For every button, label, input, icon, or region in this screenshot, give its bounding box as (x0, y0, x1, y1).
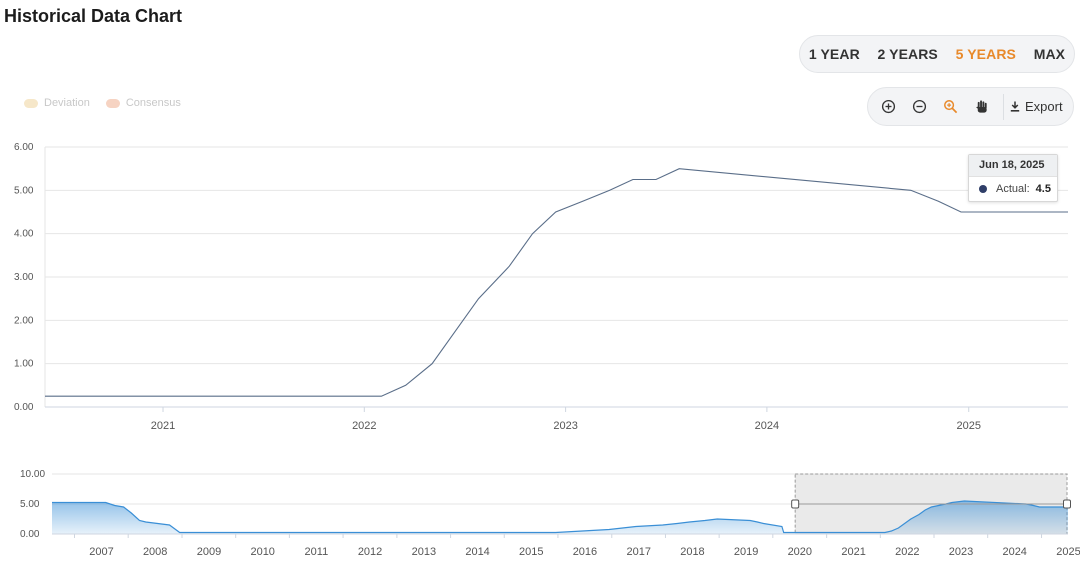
series-line-actual (45, 168, 1068, 397)
navigator-x-tick-label: 2020 (788, 546, 812, 558)
x-tick-label: 2025 (956, 420, 980, 432)
legend-item-consensus[interactable]: Consensus (105, 97, 181, 109)
navigator-x-tick-label: 2015 (519, 546, 543, 558)
navigator-handle-right[interactable] (1063, 499, 1071, 509)
x-tick-label: 2023 (553, 420, 577, 432)
export-button[interactable]: Export (1010, 99, 1063, 114)
navigator-x-tick-label: 2024 (1002, 546, 1026, 558)
navigator-x-tick-label: 2014 (465, 546, 489, 558)
toolbar-divider (1003, 93, 1004, 120)
navigator-handle-left[interactable] (791, 499, 800, 509)
export-label: Export (1025, 99, 1063, 114)
legend-label-consensus: Consensus (125, 97, 181, 109)
tooltip-series-dot (979, 185, 987, 193)
tooltip-value: 4.5 (1035, 183, 1051, 195)
chart-toolbar: Export (867, 87, 1074, 126)
x-tick-label: 2022 (352, 420, 376, 432)
navigator-x-tick-label: 2023 (949, 546, 973, 558)
navigator-x-tick-label: 2025 (1056, 546, 1080, 558)
range-max-button[interactable]: MAX (1033, 46, 1066, 62)
range-2-years-button[interactable]: 2 YEARS (877, 46, 938, 62)
navigator-x-tick-label: 2021 (841, 546, 865, 558)
range-5-years-button[interactable]: 5 YEARS (955, 46, 1016, 62)
legend-item-deviation[interactable]: Deviation (24, 97, 90, 109)
legend-swatch-deviation (24, 98, 38, 108)
x-tick-label: 2021 (151, 420, 175, 432)
navigator-x-tick-label: 2008 (143, 546, 167, 558)
download-icon (1010, 101, 1020, 112)
tooltip-date: Jun 18, 2025 (969, 155, 1057, 177)
navigator-x-tick-label: 2013 (412, 546, 436, 558)
data-tooltip: Jun 18, 2025 Actual: 4.5 (968, 154, 1058, 202)
navigator-x-tick-label: 2018 (680, 546, 704, 558)
range-selector: 1 YEAR 2 YEARS 5 YEARS MAX (799, 35, 1075, 73)
main-chart[interactable]: 0.00 1.00 2.00 3.00 4.00 5.00 6.00 2021 2022 202… (0, 130, 1080, 435)
legend-label-deviation: Deviation (44, 97, 90, 109)
zoom-in-button[interactable] (873, 92, 904, 122)
navigator-x-tick-label: 2012 (358, 546, 382, 558)
navigator-y-tick-label: 10.00 (20, 469, 45, 480)
zoom-in-icon (881, 99, 896, 114)
y-tick-label: 6.00 (14, 142, 34, 153)
hand-icon (976, 100, 987, 113)
page-title: Historical Data Chart (4, 6, 183, 26)
x-tick-label: 2024 (755, 420, 779, 432)
y-tick-label: 4.00 (14, 229, 34, 240)
y-tick-label: 1.00 (14, 359, 34, 370)
y-tick-label: 2.00 (14, 315, 34, 326)
navigator-y-tick-label: 5.00 (20, 499, 40, 510)
chart-legend: Deviation Consensus (24, 97, 181, 109)
navigator-x-tick-label: 2007 (89, 546, 113, 558)
navigator-chart[interactable]: 0.00 5.00 10.00 2007 2008 2009 2010 2011 2012 20… (0, 455, 1080, 567)
zoom-select-button[interactable] (935, 92, 966, 122)
navigator-x-tick-label: 2019 (734, 546, 758, 558)
y-tick-label: 3.00 (14, 272, 34, 283)
range-1-year-button[interactable]: 1 YEAR (808, 46, 860, 62)
navigator-x-tick-label: 2017 (627, 546, 651, 558)
legend-swatch-consensus (105, 98, 120, 108)
navigator-x-tick-label: 2010 (250, 546, 274, 558)
navigator-x-tick-label: 2016 (573, 546, 597, 558)
pan-button[interactable] (966, 92, 997, 122)
magnify-icon (944, 100, 958, 114)
zoom-out-icon (912, 99, 927, 114)
tooltip-label: Actual: (996, 183, 1030, 195)
y-tick-label: 5.00 (14, 185, 34, 196)
navigator-x-tick-label: 2011 (305, 546, 329, 558)
navigator-y-tick-label: 0.00 (20, 529, 40, 540)
navigator-x-tick-label: 2022 (895, 546, 919, 558)
navigator-x-tick-label: 2009 (197, 546, 221, 558)
y-tick-label: 0.00 (14, 402, 34, 413)
zoom-out-button[interactable] (904, 92, 935, 122)
